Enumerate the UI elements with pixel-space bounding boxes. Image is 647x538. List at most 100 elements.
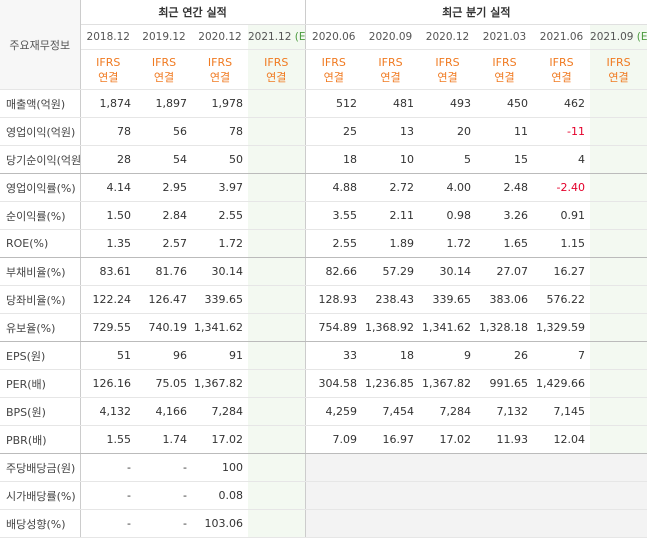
cell bbox=[590, 369, 647, 398]
basis: IFRS 연결 bbox=[419, 49, 477, 90]
basis: IFRS 연결 bbox=[476, 49, 534, 90]
cell: 27.07 bbox=[476, 257, 534, 286]
cell: 16.97 bbox=[362, 425, 420, 454]
cell: 17.02 bbox=[192, 425, 248, 454]
cell: 15 bbox=[476, 145, 534, 174]
period: 2021.03 bbox=[476, 24, 534, 50]
cell: 54 bbox=[136, 145, 192, 174]
cell bbox=[590, 145, 647, 174]
cell: - bbox=[136, 509, 192, 538]
cell bbox=[304, 509, 363, 538]
basis-scope: 연결 bbox=[437, 70, 458, 84]
data-row: PBR(배) 1.55 1.74 17.02 7.09 16.97 17.02 11.93 12… bbox=[0, 425, 647, 454]
cell: - bbox=[80, 509, 136, 538]
cell: 1.72 bbox=[419, 229, 477, 258]
cell: 10 bbox=[362, 145, 420, 174]
cell bbox=[590, 509, 647, 538]
cell bbox=[304, 481, 363, 510]
cell bbox=[533, 453, 591, 482]
period: 2020.09 bbox=[362, 24, 420, 50]
basis: IFRS 연결 bbox=[533, 49, 591, 90]
cell bbox=[590, 481, 647, 510]
cell bbox=[304, 453, 363, 482]
cell bbox=[419, 509, 477, 538]
cell: 78 bbox=[80, 117, 136, 146]
cell: 2.72 bbox=[362, 173, 420, 202]
cell: 0.08 bbox=[192, 481, 248, 510]
cell: 26 bbox=[476, 341, 534, 370]
cell bbox=[590, 89, 647, 118]
cell: 991.65 bbox=[476, 369, 534, 398]
cell: 1,978 bbox=[192, 89, 248, 118]
basis-scope: 연결 bbox=[380, 70, 401, 84]
cell bbox=[590, 173, 647, 202]
cell bbox=[590, 285, 647, 314]
cell: 1,329.59 bbox=[533, 313, 591, 342]
cell: - bbox=[80, 481, 136, 510]
cell: 740.19 bbox=[136, 313, 192, 342]
cell: 304.58 bbox=[304, 369, 363, 398]
period: 2020.12 bbox=[192, 24, 248, 50]
cell: 1,367.82 bbox=[192, 369, 248, 398]
cell: 729.55 bbox=[80, 313, 136, 342]
cell: 16.27 bbox=[533, 257, 591, 286]
row-label: 영업이익(억원) bbox=[0, 117, 81, 146]
period-date: 2020.06 bbox=[312, 31, 356, 43]
cell bbox=[476, 509, 534, 538]
basis-scope: 연결 bbox=[266, 70, 287, 84]
estimate-mark: (E) bbox=[294, 31, 306, 43]
cell: 1,874 bbox=[80, 89, 136, 118]
cell bbox=[590, 313, 647, 342]
cell bbox=[590, 229, 647, 258]
period-row: 2018.12 2019.12 2020.12 2021.12 (E) 2020.06 2… bbox=[0, 24, 647, 50]
cell: 1,341.62 bbox=[419, 313, 477, 342]
data-row: 시가배당률(%) - -0.08 bbox=[0, 481, 647, 510]
basis-name: IFRS bbox=[151, 55, 177, 69]
data-row: 영업이익률(%) 4.14 2.95 3.97 4.88 2.72 4.00 2.48 -2.4… bbox=[0, 173, 647, 202]
cell bbox=[248, 425, 306, 454]
basis-name: IFRS bbox=[606, 55, 631, 69]
cell: 238.43 bbox=[362, 285, 420, 314]
cell: 12.04 bbox=[533, 425, 591, 454]
cell: 25 bbox=[304, 117, 363, 146]
period: 2020.12 bbox=[419, 24, 477, 50]
cell: -11 bbox=[533, 117, 591, 146]
period: 2021.12 (E) bbox=[248, 24, 306, 50]
cell bbox=[248, 341, 306, 370]
cell: 1,897 bbox=[136, 89, 192, 118]
cell: 1,367.82 bbox=[419, 369, 477, 398]
cell: 7,132 bbox=[476, 397, 534, 426]
cell: 18 bbox=[304, 145, 363, 174]
cell bbox=[248, 117, 306, 146]
cell: 57.29 bbox=[362, 257, 420, 286]
cell bbox=[590, 453, 647, 482]
row-label: 매출액(억원) bbox=[0, 89, 81, 118]
cell bbox=[248, 89, 306, 118]
cell: 1,341.62 bbox=[192, 313, 248, 342]
cell: 75.05 bbox=[136, 369, 192, 398]
group-title: 최근 분기 실적 bbox=[304, 0, 647, 25]
cell: 1,429.66 bbox=[533, 369, 591, 398]
cell: 0.98 bbox=[419, 201, 477, 230]
corner: 주요재무정보 bbox=[0, 0, 81, 90]
cell bbox=[248, 481, 306, 510]
cell: 100 bbox=[192, 453, 248, 482]
cell bbox=[248, 285, 306, 314]
cell: 481 bbox=[362, 89, 420, 118]
cell bbox=[248, 201, 306, 230]
period: 2018.12 bbox=[80, 24, 136, 50]
basis-name: IFRS bbox=[96, 55, 121, 69]
period: 2021.09 (E) bbox=[590, 24, 647, 50]
row-label: 당기순이익(억원) bbox=[0, 145, 81, 174]
basis-scope: 연결 bbox=[323, 70, 344, 84]
basis-row: IFRS 연결 IFRS 연결 IFRS 연결 IFRS 연결 IFRS 연결 IFRS 연결 IFRS… bbox=[0, 49, 647, 90]
cell bbox=[590, 425, 647, 454]
data-row: 배당성향(%) - -103.06 bbox=[0, 509, 647, 538]
cell: 1.50 bbox=[80, 201, 136, 230]
data-row: ROE(%) 1.35 2.57 1.72 2.55 1.89 1.72 1.65 1.15 bbox=[0, 229, 647, 258]
cell: 1.74 bbox=[136, 425, 192, 454]
row-label: 시가배당률(%) bbox=[0, 481, 81, 510]
cell: 3.55 bbox=[304, 201, 363, 230]
cell: 1.55 bbox=[80, 425, 136, 454]
cell: 4,132 bbox=[80, 397, 136, 426]
